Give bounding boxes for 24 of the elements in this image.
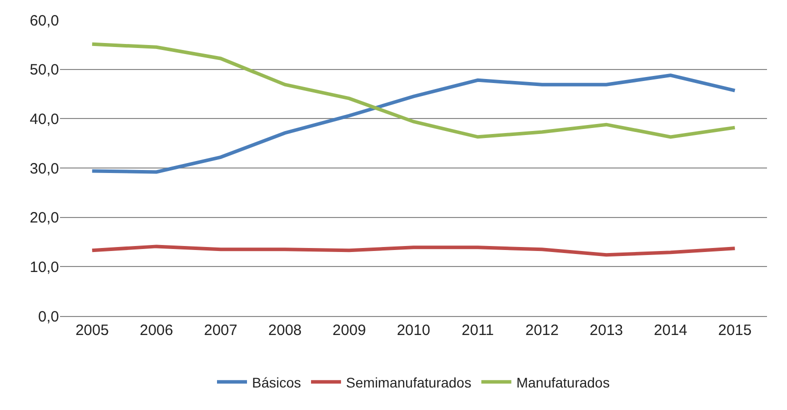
x-tick-label: 2012 xyxy=(525,322,559,339)
y-tick-label: 40,0 xyxy=(30,110,59,128)
x-tick-label: 2010 xyxy=(396,322,430,339)
x-tick-label: 2011 xyxy=(462,322,494,339)
x-tick-label: 2005 xyxy=(75,322,109,339)
x-tick-label: 2015 xyxy=(718,322,752,339)
legend-label: Manufaturados xyxy=(516,374,610,390)
legend-label: Básicos xyxy=(252,374,302,390)
y-tick-label: 10,0 xyxy=(30,258,59,276)
y-tick-label: 0,0 xyxy=(38,308,59,326)
legend-label: Semimanufaturados xyxy=(346,374,472,390)
y-tick-label: 60,0 xyxy=(30,12,59,30)
x-tick-label: 2006 xyxy=(140,322,174,339)
y-tick-label: 20,0 xyxy=(30,210,59,227)
x-tick-label: 2008 xyxy=(268,322,302,339)
x-tick-label: 2013 xyxy=(590,322,624,339)
y-tick-label: 30,0 xyxy=(30,160,59,178)
x-tick-label: 2014 xyxy=(654,322,688,339)
x-tick-label: 2009 xyxy=(332,322,366,339)
line-series xyxy=(90,74,737,174)
y-tick-label: 50,0 xyxy=(30,62,59,79)
x-tick-label: 2007 xyxy=(204,322,238,339)
line-series xyxy=(90,42,737,139)
line-series xyxy=(90,244,737,257)
